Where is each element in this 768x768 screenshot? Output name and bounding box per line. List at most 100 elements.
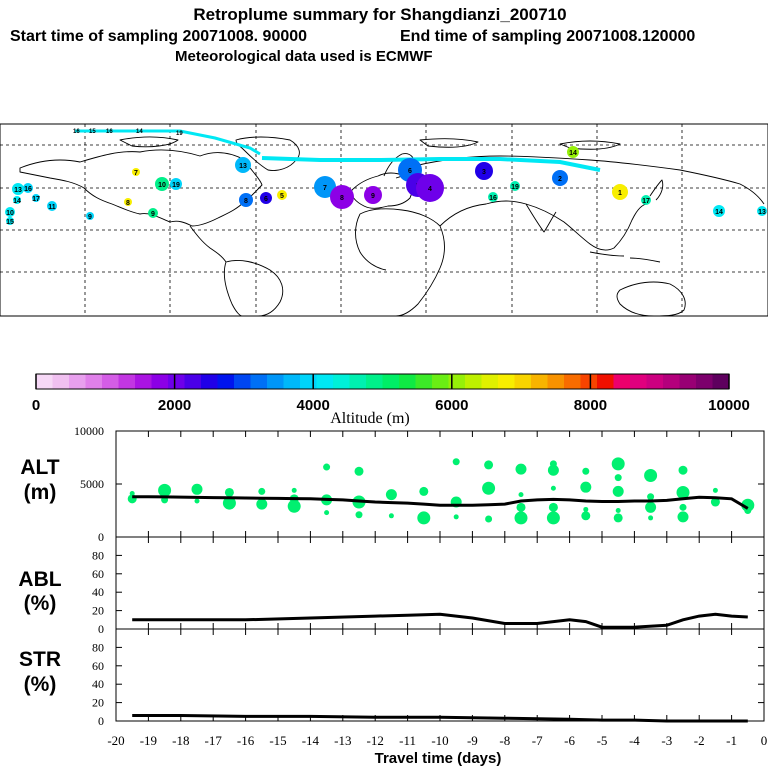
plume-point xyxy=(417,511,431,525)
colorbar-cell xyxy=(547,374,565,389)
plume-point xyxy=(581,511,591,521)
plume-point xyxy=(287,499,301,513)
colorbar-cell xyxy=(52,374,70,389)
plume-marker xyxy=(552,170,568,186)
plume-marker-label: 8 xyxy=(244,198,248,205)
plume-marker xyxy=(612,184,628,200)
plume-marker-label: 10 xyxy=(158,182,166,189)
plume-point xyxy=(518,492,524,498)
xtick-label: -19 xyxy=(140,733,157,748)
coast-greenland xyxy=(235,136,300,171)
plume-point xyxy=(224,487,234,497)
colorbar-cell xyxy=(481,374,499,389)
abl-ylabel-line1: ABL xyxy=(18,568,61,591)
plume-point xyxy=(482,481,496,495)
plume-point xyxy=(582,467,590,475)
plume-marker xyxy=(6,217,14,225)
plume-marker xyxy=(86,212,94,220)
str-ylabel-line2: (%) xyxy=(24,673,57,696)
plume-marker-label: 14 xyxy=(569,150,577,157)
plume-tracks xyxy=(75,129,601,172)
plume-marker xyxy=(314,176,336,198)
plume-marker-label: 2 xyxy=(558,176,562,183)
colorbar-cell xyxy=(366,374,383,389)
xtick-label: -15 xyxy=(269,733,286,748)
colorbar-cell xyxy=(300,374,317,389)
xtick-label: -3 xyxy=(661,733,672,748)
coast-indonesia xyxy=(589,251,661,263)
plume-marker-label: 17 xyxy=(642,198,650,205)
xtick-label: -17 xyxy=(205,733,223,748)
plume-point xyxy=(583,506,589,512)
plume-point xyxy=(222,496,236,510)
altitude-mean-line xyxy=(132,495,749,510)
plume-point xyxy=(291,487,297,493)
plume-marker xyxy=(132,168,140,176)
colorbar-cell xyxy=(201,374,218,389)
str-ylabel-line1: STR xyxy=(19,648,61,671)
plume-point xyxy=(191,483,203,495)
colorbar-tick-label: 4000 xyxy=(297,397,330,414)
plume-point xyxy=(648,515,654,521)
map-graticule xyxy=(0,124,768,316)
plume-marker xyxy=(364,186,382,204)
colorbar-cell xyxy=(580,374,598,389)
xtick-label: -12 xyxy=(367,733,384,748)
plume-marker-label: 9 xyxy=(371,193,375,200)
ytick-label: 0 xyxy=(98,714,104,728)
map-frame xyxy=(0,123,768,317)
xtick-label: -13 xyxy=(334,733,351,748)
ytick-label: 80 xyxy=(92,548,104,562)
colorbar-cell xyxy=(135,374,152,389)
plume-marker-label: 13 xyxy=(758,209,766,216)
colorbar-cell xyxy=(36,374,53,389)
ytick-label: 20 xyxy=(92,604,104,618)
xtick-label: 0 xyxy=(761,733,768,748)
xtick-label: -18 xyxy=(172,733,189,748)
colorbar-cell xyxy=(564,374,581,389)
plume-marker xyxy=(124,198,132,206)
colorbar-label: Altitude (m) xyxy=(330,410,410,427)
colorbar-cell xyxy=(465,374,482,389)
altitude-yticks: 10000 5000 0 xyxy=(74,424,765,544)
sampling-end: End time of sampling 20071008.120000 xyxy=(400,28,695,45)
colorbar-cell xyxy=(630,374,647,389)
colorbar-cell xyxy=(448,374,466,389)
xtick-label: -7 xyxy=(532,733,543,748)
plume-point xyxy=(256,498,268,510)
plume-marker-label: 8 xyxy=(126,200,130,207)
xtick-label: -9 xyxy=(467,733,478,748)
str-panel: STR (%) 80 60 40 20 0 xyxy=(19,628,765,728)
plume-marker-label: 14 xyxy=(715,209,723,216)
plume-marker-label: 15 xyxy=(6,219,14,226)
plume-marker-label: 19 xyxy=(511,184,519,191)
coast-north-america xyxy=(19,149,263,227)
plume-marker-label: 17 xyxy=(32,196,40,203)
plume-point xyxy=(614,474,622,482)
plume-point xyxy=(679,503,687,511)
plume-point xyxy=(613,513,623,523)
plume-marker xyxy=(277,190,287,200)
plume-marker xyxy=(23,183,33,193)
altitude-frame xyxy=(115,430,765,538)
plume-track-north xyxy=(75,129,261,156)
colorbar-cell xyxy=(250,374,268,389)
plume-point xyxy=(453,514,459,520)
colorbar-tick-label: 8000 xyxy=(574,397,607,414)
colorbar-cell xyxy=(679,374,697,389)
colorbar-cell xyxy=(663,374,680,389)
plume-marker-label: 7 xyxy=(134,170,138,177)
colorbar-cell xyxy=(432,374,449,389)
plume-marker xyxy=(170,178,182,190)
plume-point xyxy=(580,481,592,493)
plume-marker xyxy=(330,185,354,209)
abl-yticks: 80 60 40 20 0 xyxy=(92,537,765,636)
colorbar-cell xyxy=(151,374,169,389)
colorbar-cell xyxy=(283,374,301,389)
plume-marker-label: 16 xyxy=(489,195,497,202)
colorbar-cell xyxy=(85,374,103,389)
chart-title: Retroplume summary for Shangdianzi_20071… xyxy=(193,5,566,24)
track-label: 16 xyxy=(106,129,113,135)
ytick-label: 40 xyxy=(92,585,104,599)
